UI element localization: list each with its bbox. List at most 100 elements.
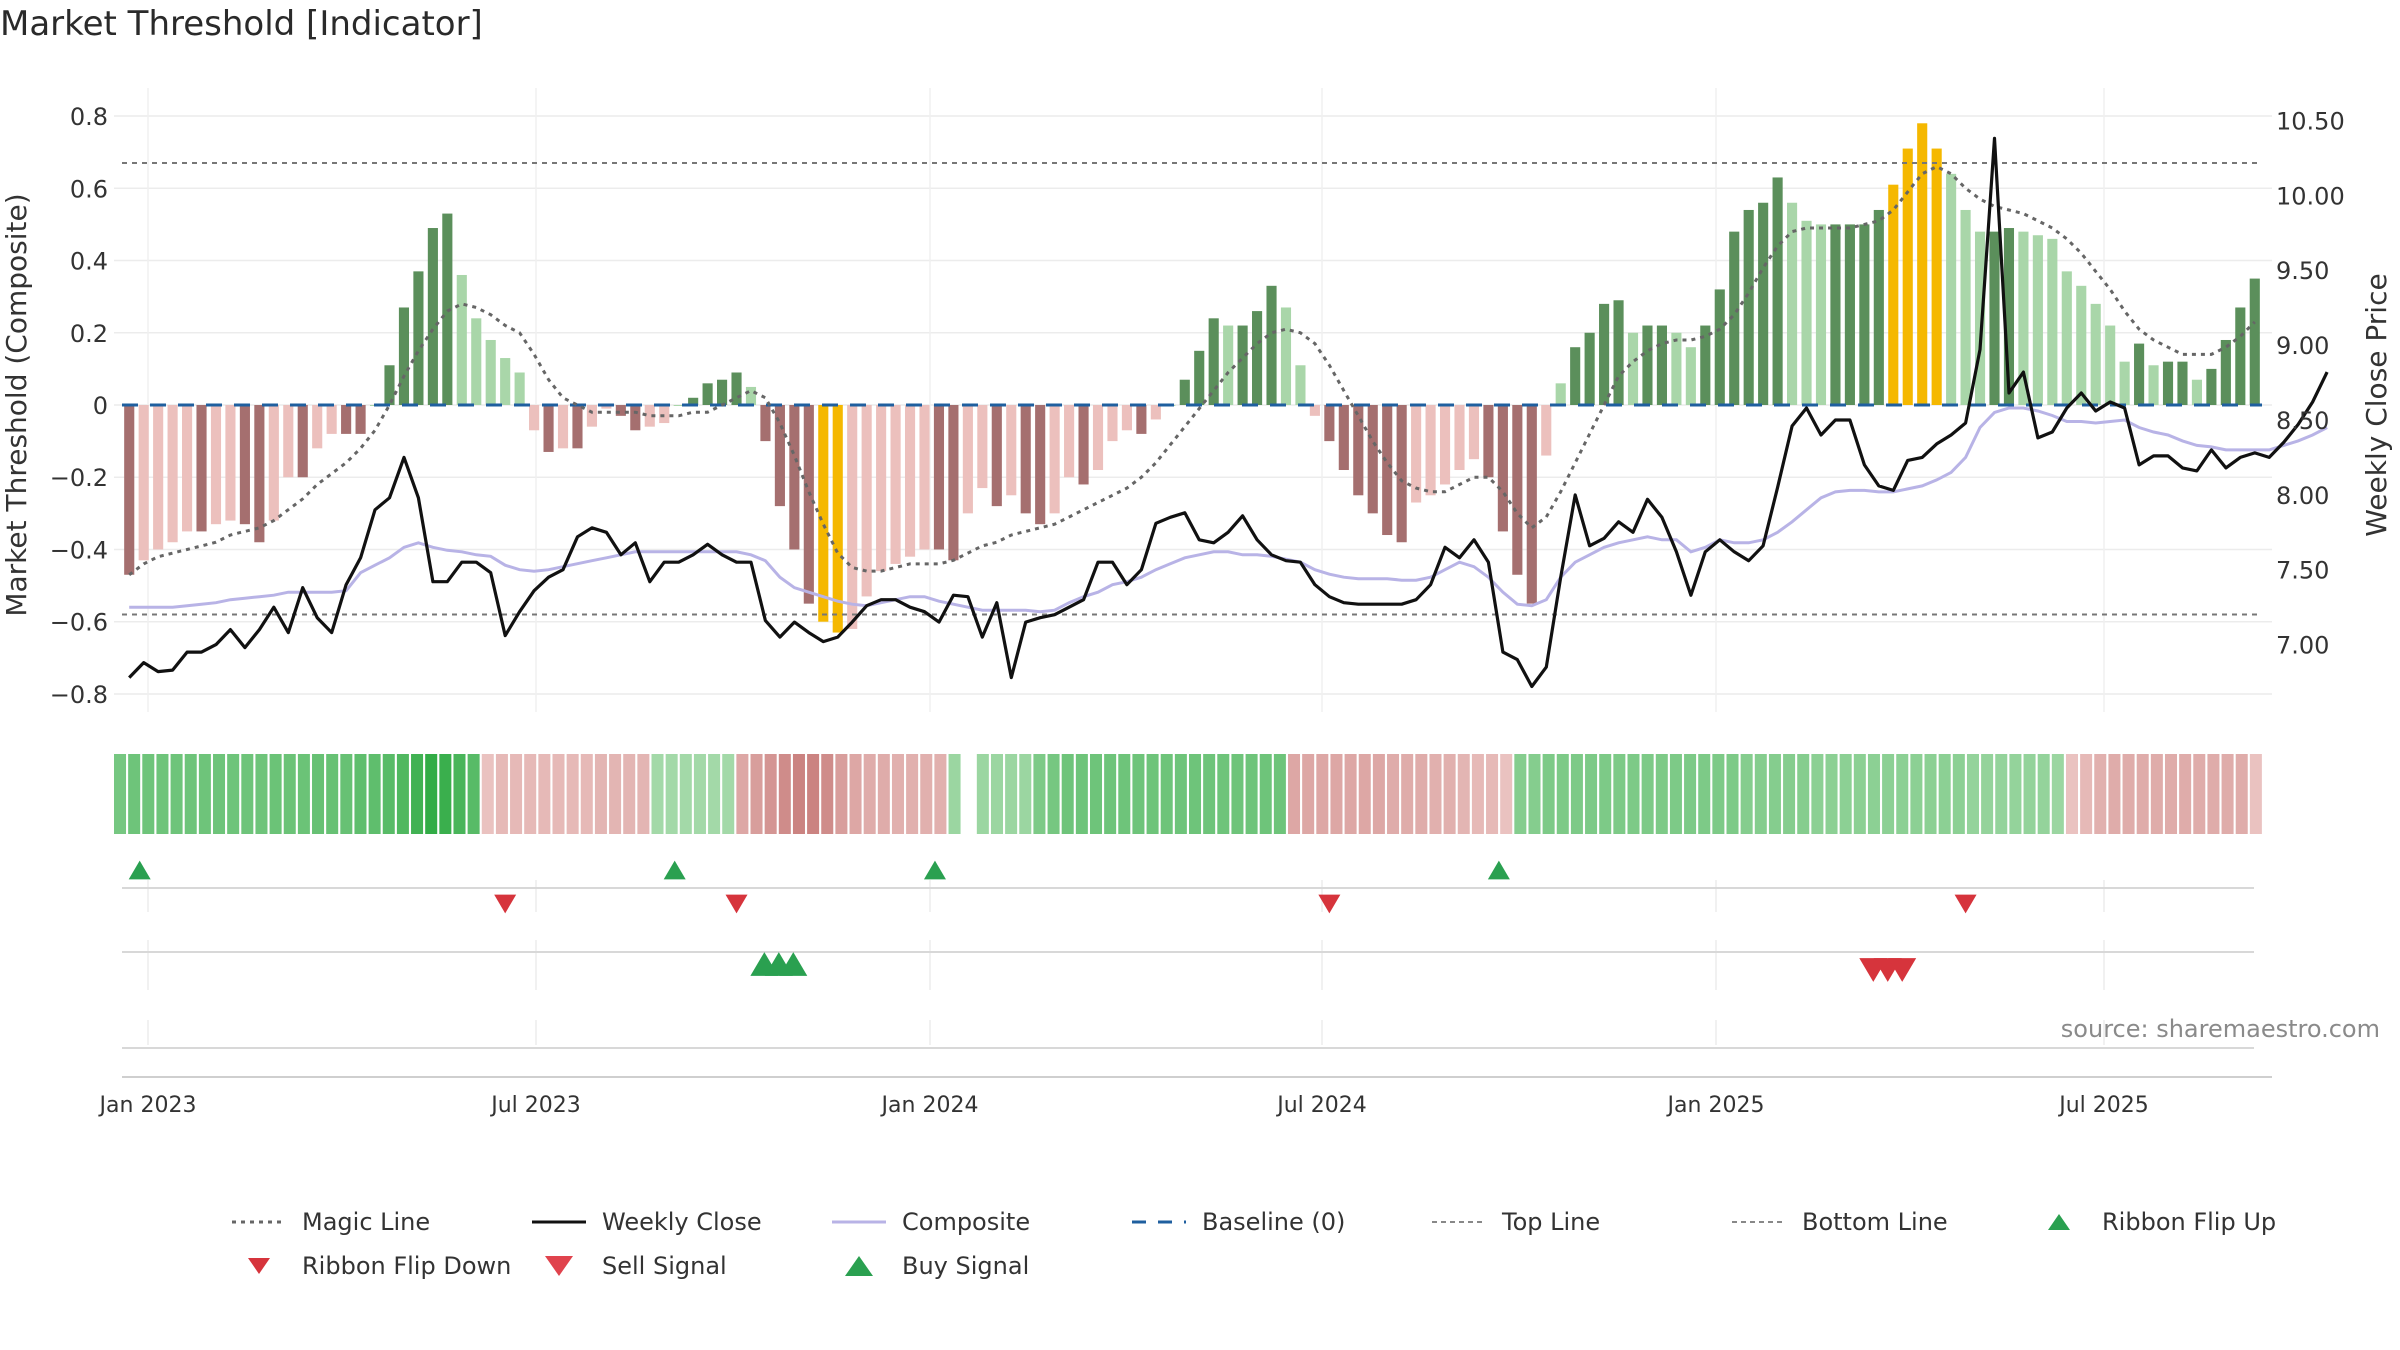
- ribbon-cell: [1655, 754, 1668, 834]
- ribbon-cell: [1231, 754, 1244, 834]
- ribbon-cell: [1160, 754, 1173, 834]
- y-tick-label-left: 0.2: [70, 320, 108, 348]
- bar: [2235, 307, 2246, 405]
- ribbon-cell: [2080, 754, 2093, 834]
- bar: [471, 318, 482, 405]
- triangle-up-icon: [845, 1256, 873, 1276]
- bar: [2220, 339, 2231, 405]
- ribbon-cell: [2193, 754, 2206, 834]
- ribbon-cell: [1599, 754, 1612, 834]
- ribbon-flip-down-marker: [1318, 894, 1341, 914]
- bar: [384, 365, 395, 405]
- bar: [774, 405, 785, 507]
- bar: [442, 213, 453, 405]
- bar: [1570, 347, 1581, 405]
- bar: [1006, 405, 1017, 496]
- bar: [1584, 332, 1595, 405]
- legend-label: Composite: [902, 1208, 1031, 1236]
- source-credit: source: sharemaestro.com: [2060, 1015, 2380, 1043]
- bar: [1642, 325, 1653, 405]
- bar: [717, 379, 728, 405]
- ribbon-cell: [1401, 754, 1414, 834]
- ribbon-cell: [198, 754, 211, 834]
- ribbon-cell: [1344, 754, 1357, 834]
- ribbon-cell: [2023, 754, 2036, 834]
- bar: [1815, 224, 1827, 405]
- ribbon-cell: [1189, 754, 1202, 834]
- bar: [1020, 405, 1031, 514]
- ribbon-cell: [764, 754, 777, 834]
- ribbon-cell: [1669, 754, 1682, 834]
- ribbon-cell: [411, 754, 424, 834]
- x-tick-label: Jan 2023: [98, 1093, 197, 1118]
- axes: 0.8 0.6 0.4 0.2 0 −0.2 −0.4 −0.6 −0.8 10.50 10.00 9…: [0, 103, 2393, 1118]
- bar: [1078, 405, 1089, 485]
- ribbon-cell: [750, 754, 763, 834]
- ribbon-cell: [227, 754, 240, 834]
- bar: [1468, 405, 1480, 460]
- bar: [1064, 405, 1075, 478]
- ribbon-cell: [114, 754, 127, 834]
- bar: [1541, 405, 1552, 456]
- ribbon-cell: [1783, 754, 1796, 834]
- legend-label: Baseline (0): [1202, 1208, 1346, 1236]
- bar: [861, 405, 872, 597]
- ribbon-cell: [1203, 754, 1216, 834]
- ribbon-cell: [1627, 754, 1640, 834]
- ribbon-cell: [849, 754, 862, 834]
- bar: [1599, 303, 1610, 405]
- bar: [702, 383, 713, 405]
- ribbon-cell: [510, 754, 523, 834]
- legend-label: Ribbon Flip Down: [302, 1252, 512, 1280]
- ribbon-cell: [1132, 754, 1145, 834]
- bar: [1194, 350, 1205, 405]
- ribbon-cell: [1302, 754, 1315, 834]
- chart-title: Market Threshold [Indicator]: [0, 4, 483, 44]
- bar: [2003, 228, 2015, 405]
- legend-item-bottom-line: Bottom Line: [1730, 1205, 2030, 1239]
- bar: [818, 405, 829, 622]
- bar: [1512, 405, 1523, 575]
- bar: [2249, 278, 2260, 405]
- bar: [1266, 285, 1277, 405]
- ribbon-cell: [906, 754, 919, 834]
- x-tick-label: Jul 2025: [2057, 1093, 2149, 1118]
- bar: [514, 372, 525, 405]
- bar: [1902, 148, 1913, 406]
- bar: [1844, 224, 1855, 405]
- ribbon-cell: [1839, 754, 1852, 834]
- ribbon-cell: [1924, 754, 1937, 834]
- ribbon-cell: [594, 754, 607, 834]
- bar: [1743, 209, 1754, 405]
- bar: [615, 405, 626, 416]
- ribbon-cell: [2051, 754, 2064, 834]
- composite-bars: [124, 123, 2260, 633]
- legend-label: Sell Signal: [602, 1252, 727, 1280]
- ribbon-cell: [2122, 754, 2135, 834]
- ribbon-cell: [495, 754, 508, 834]
- y-tick-label-right: 8.00: [2276, 482, 2329, 510]
- ribbon-cell: [948, 754, 961, 834]
- ribbon-cell: [1217, 754, 1230, 834]
- bar: [312, 405, 323, 449]
- ribbon-cell: [1966, 754, 1979, 834]
- ribbon-cell: [1415, 754, 1428, 834]
- ribbon-cell: [1075, 754, 1088, 834]
- bar: [991, 405, 1002, 507]
- bar: [1092, 405, 1104, 471]
- bar: [933, 405, 945, 550]
- ribbon-cell: [877, 754, 890, 834]
- bar: [630, 405, 641, 431]
- bar: [659, 405, 670, 424]
- bar: [977, 405, 988, 489]
- bar: [225, 405, 236, 521]
- bar: [1179, 379, 1190, 405]
- legend-swatch-top-line: [1432, 1221, 1486, 1223]
- ribbon-cell: [2207, 754, 2220, 834]
- ribbon-cell: [1104, 754, 1117, 834]
- ribbon-cell: [1288, 754, 1301, 834]
- ribbon-cell: [2009, 754, 2022, 834]
- bar: [890, 405, 901, 564]
- ribbon-flip-down-marker: [725, 894, 748, 914]
